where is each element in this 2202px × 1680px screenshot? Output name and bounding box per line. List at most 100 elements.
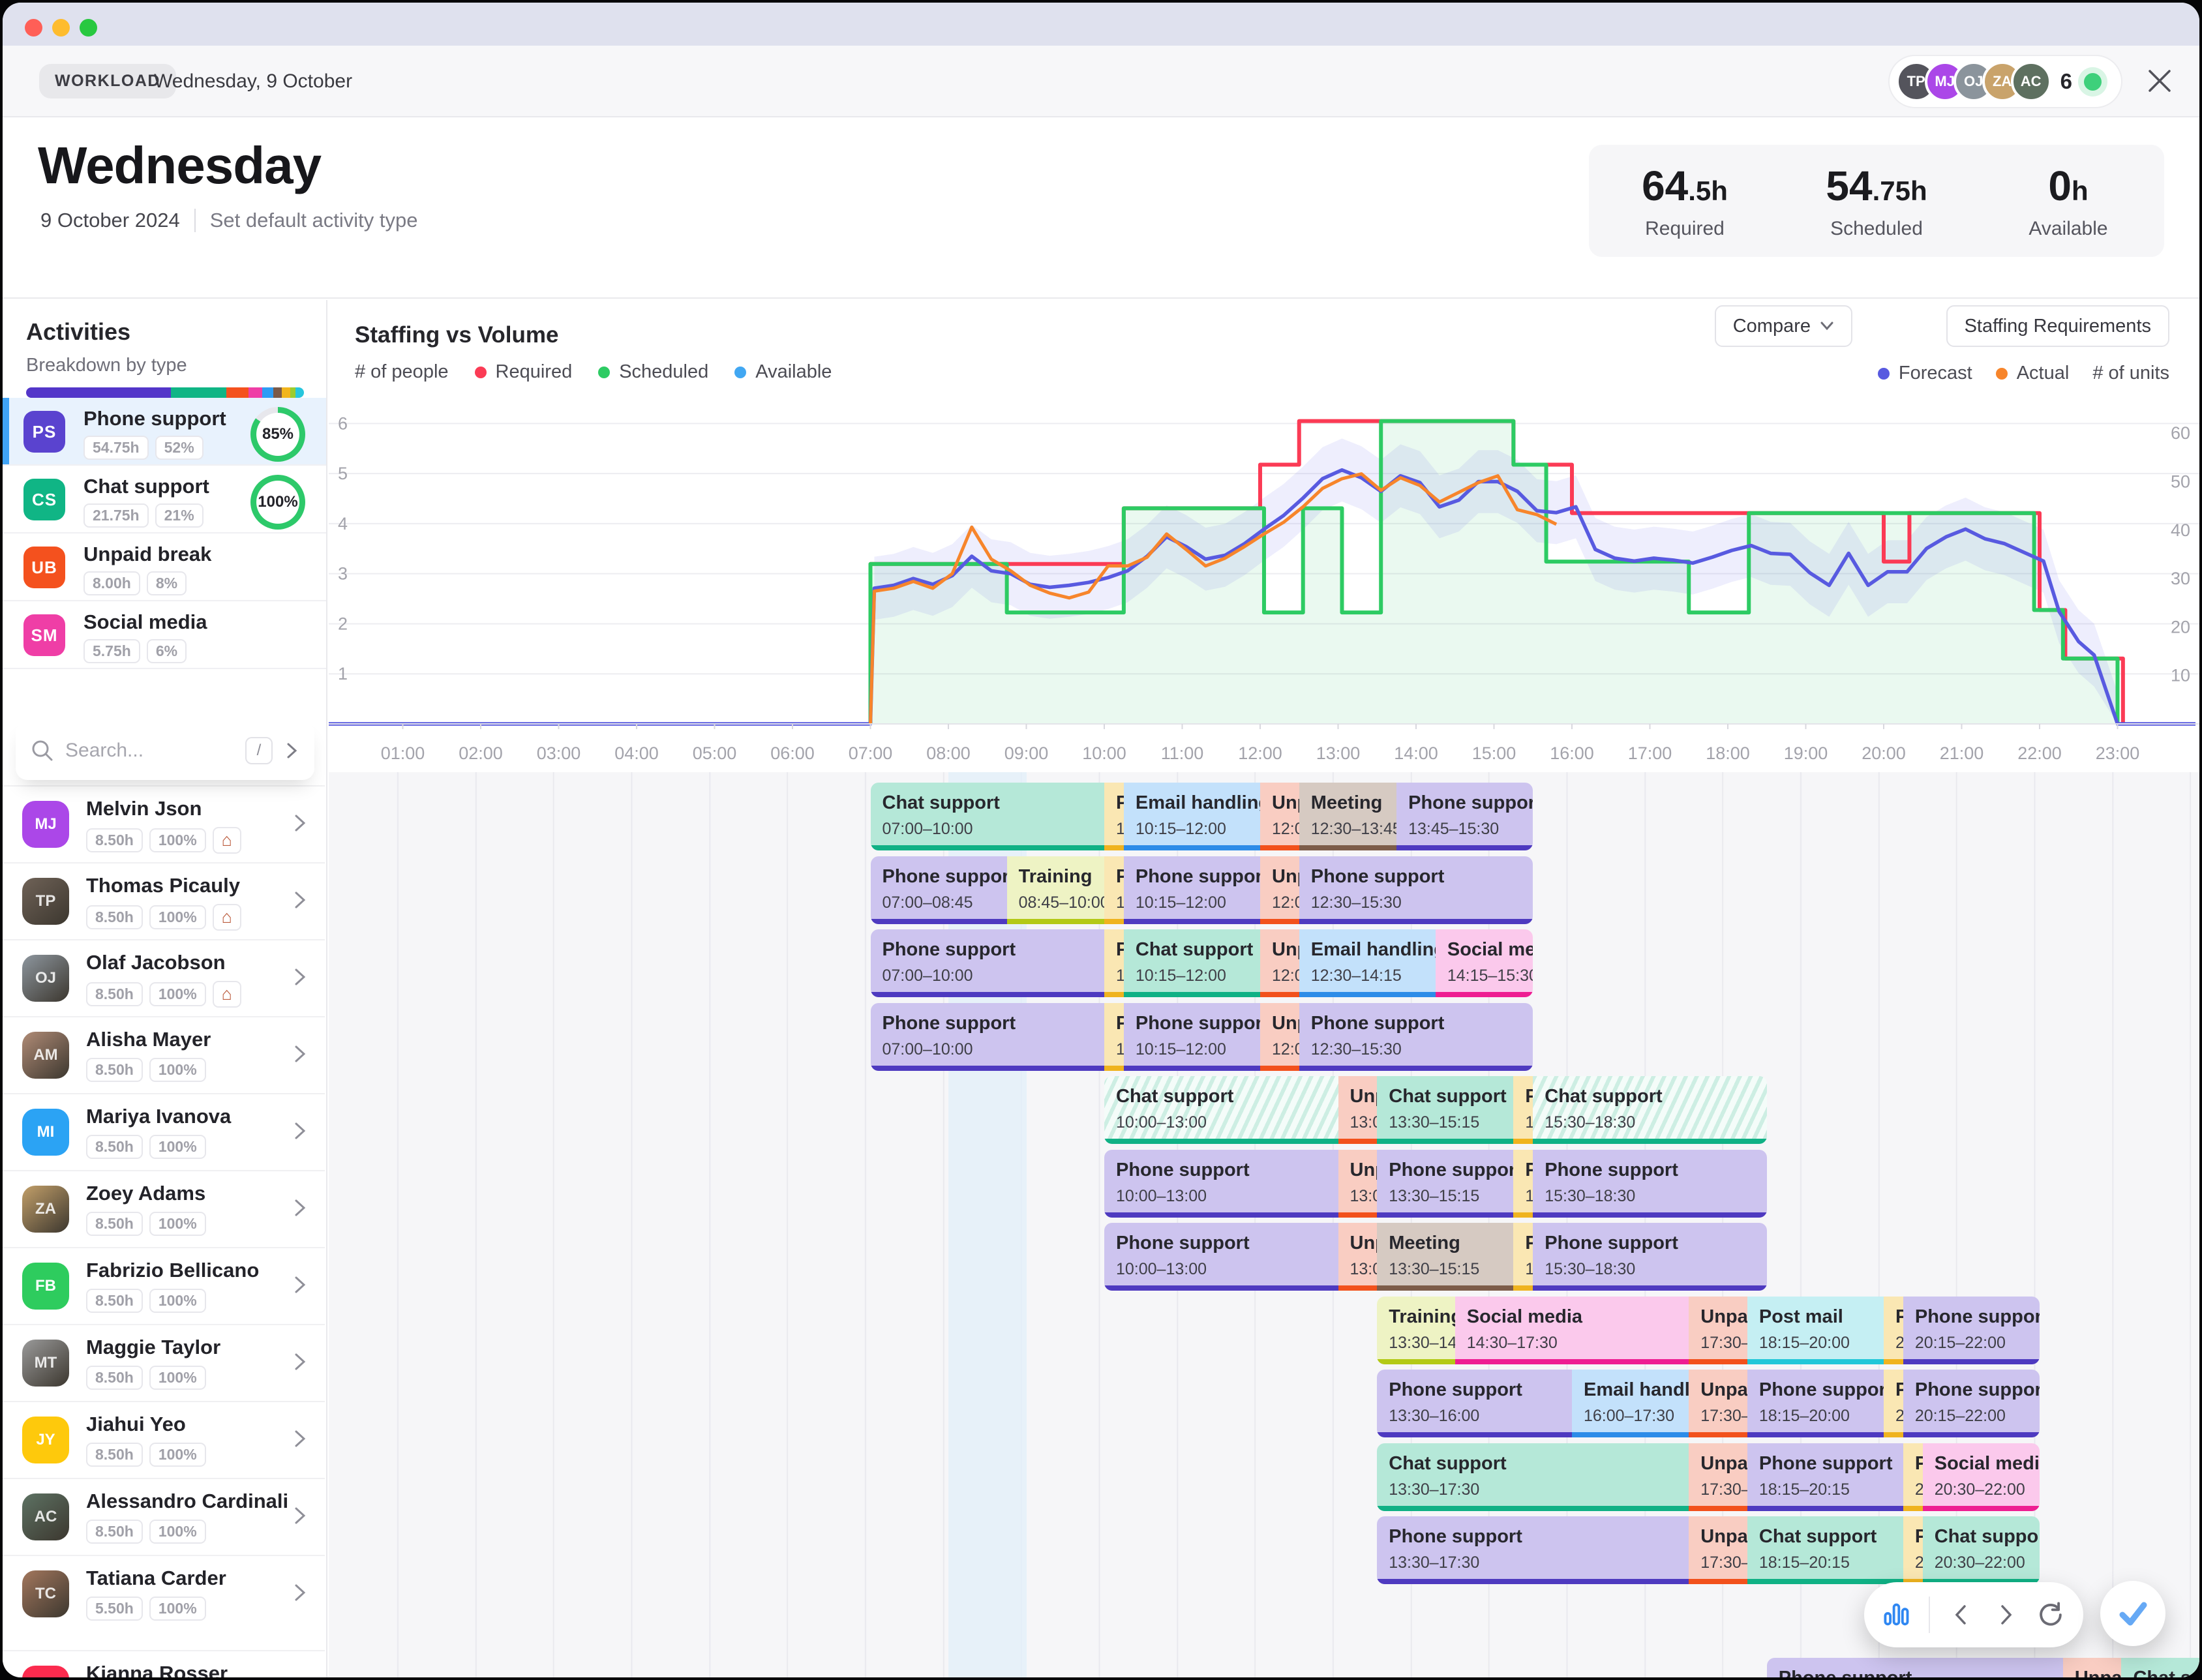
schedule-block-unpaid[interactable]: Unpaid break 17:30–18:15 [1689,1443,1747,1511]
search-input[interactable] [65,740,235,762]
schedule-block-chat[interactable]: Chat support 13:30–17:30 [1377,1443,1689,1511]
schedule-block-phone[interactable]: Phone support 07:00–10:00 [870,929,1104,997]
schedule-block-chat[interactable]: Chat support [2121,1658,2199,1677]
schedule-block-chath[interactable]: Chat support 15:30–18:30 [1533,1076,1767,1144]
schedule-block-chath[interactable]: Chat support 10:00–13:00 [1104,1076,1338,1144]
activity-item-ps[interactable]: PS Phone support 54.75h 52% 85% [3,398,326,466]
schedule-block-phone[interactable]: Phone support 10:15–12:00 [1123,856,1260,924]
person-row[interactable]: FB Fabrizio Bellicano 8.50h 100% [3,1247,325,1324]
schedule-block-post[interactable]: Post mail 10:00–10:15 [1104,856,1124,924]
schedule-block-phone[interactable]: Phone support 13:30–16:00 [1377,1370,1572,1437]
schedule-block-phone[interactable]: Phone support 15:30–18:30 [1533,1149,1767,1218]
person-expand-chevron[interactable] [292,1428,308,1452]
schedule-block-phone[interactable]: Phone support 13:30–15:15 [1377,1149,1514,1218]
schedule-block-email[interactable]: Email handling 16:00–17:30 [1572,1370,1689,1437]
schedule-block-chat[interactable]: Chat support 20:30–22:00 [1922,1516,2040,1584]
schedule-block-meet[interactable]: Meeting 13:30–15:15 [1377,1223,1514,1291]
schedule-block-postc[interactable]: Post mail 18:15–20:00 [1747,1296,1884,1364]
close-button[interactable] [2143,65,2176,98]
schedule-block-phone[interactable]: Phone support 12:30–15:30 [1299,1002,1533,1071]
schedule-block-post[interactable]: Post mail 10:00–10:15 [1104,783,1124,850]
schedule-block-phone[interactable]: Phone support 10:00–13:00 [1104,1223,1338,1291]
person-row[interactable]: JY Jiahui Yeo 8.50h 100% [3,1401,325,1478]
person-row[interactable]: MI Mariya Ivanova 8.50h 100% [3,1093,325,1170]
schedule-block-phone[interactable]: Phone support 20:15–22:00 [1903,1296,2040,1364]
schedule-block-train[interactable]: Training 13:30–14:30 [1377,1296,1455,1364]
schedule-block-post[interactable]: Post mail 20:15–20:30 [1903,1516,1923,1584]
schedule-block-post[interactable]: Post mail 15:15–15:30 [1513,1076,1533,1144]
participants-pill[interactable]: TP MJ OJ ZA AC 6 [1888,55,2122,108]
person-row[interactable]: AC Alessandro Cardinali 8.50h 100% [3,1478,325,1555]
schedule-block-unpaid[interactable]: Unpaid break 17:30–18:15 [1689,1516,1747,1584]
person-row[interactable]: OJ Olaf Jacobson 8.50h 100% ⌂ [3,939,325,1016]
traffic-light-zoom-icon[interactable] [80,19,97,37]
schedule-block-phone[interactable]: Phone support 10:15–12:00 [1123,1002,1260,1071]
person-row[interactable]: MJ Melvin Json 8.50h 100% ⌂ [3,785,325,862]
schedule-block-post[interactable]: Post mail 20:15–20:30 [1903,1443,1923,1511]
person-row[interactable]: KR Kianna Rosser [3,1650,325,1677]
schedule-block-chat[interactable]: Chat support 10:15–12:00 [1123,929,1260,997]
schedule-block-phone[interactable]: Phone support 15:30–18:30 [1533,1223,1767,1291]
schedule-block-phone[interactable]: Phone support 07:00–10:00 [870,1002,1104,1071]
schedule-block-meet[interactable]: Meeting 12:30–13:45 [1299,783,1397,850]
schedule-block-chat[interactable]: Chat support 18:15–20:15 [1747,1516,1903,1584]
traffic-light-close-icon[interactable] [25,19,42,37]
person-expand-chevron[interactable] [292,1582,308,1606]
person-row[interactable]: TP Thomas Picauly 8.50h 100% ⌂ [3,862,325,939]
person-row[interactable]: AM Alisha Mayer 8.50h 100% [3,1016,325,1093]
schedule-block-unpaid[interactable]: Unpaid break 17:30–18:15 [1689,1370,1747,1437]
schedule-block-post[interactable]: Post mail 10:00–10:15 [1104,929,1124,997]
schedule-block-post[interactable]: Post mail 20:00–20:15 [1884,1296,1903,1364]
schedule-block-unpaid[interactable]: Unpaid break 12:00–12:30 [1260,856,1299,924]
person-row[interactable]: MT Maggie Taylor 8.50h 100% [3,1324,325,1401]
activity-item-cs[interactable]: CS Chat support 21.75h 21% 100% [3,466,326,533]
schedule-block-phone[interactable]: Phone support 13:30–17:30 [1377,1516,1689,1584]
previous-day-button[interactable] [1948,1602,1974,1628]
schedule-block-unpaid[interactable]: Unpaid break 13:00–13:30 [1338,1076,1378,1144]
person-expand-chevron[interactable] [292,1505,308,1529]
schedule-block-unpaid[interactable]: Unpaid break [2062,1658,2122,1677]
schedule-block-phone[interactable]: Phone support 07:00–08:45 [870,856,1007,924]
person-row[interactable]: ZA Zoey Adams 8.50h 100% [3,1170,325,1247]
person-expand-chevron[interactable] [292,1120,308,1145]
schedule-block-unpaid[interactable]: Unpaid break 13:00–13:30 [1338,1149,1378,1218]
person-row[interactable]: TC Tatiana Carder 5.50h 100% [3,1555,325,1632]
schedule-block-phone[interactable]: Phone support 18:15–20:00 [1747,1370,1884,1437]
schedule-block-post[interactable]: Post mail 20:00–20:15 [1884,1370,1903,1437]
schedule-block-email[interactable]: Email handling 12:30–14:15 [1299,929,1436,997]
schedule-block-chat[interactable]: Chat support 13:30–15:15 [1377,1076,1514,1144]
schedule-block-unpaid[interactable]: Unpaid break 13:00–13:30 [1338,1223,1378,1291]
schedule-block-train[interactable]: Training 08:45–10:00 [1006,856,1104,924]
person-expand-chevron[interactable] [292,1274,308,1298]
activity-item-sm[interactable]: SM Social media 5.75h 6% [3,601,326,669]
schedule-block-phone[interactable]: Phone support 18:15–20:15 [1747,1443,1903,1511]
schedule-block-unpaid[interactable]: Unpaid break 12:00–12:30 [1260,783,1299,850]
person-expand-chevron[interactable] [292,813,308,837]
person-expand-chevron[interactable] [292,1197,308,1222]
schedule-block-phone[interactable]: Phone support 12:30–15:30 [1299,856,1533,924]
confirm-button[interactable] [2100,1581,2165,1646]
schedule-block-phone[interactable]: Phone support 20:15–22:00 [1903,1370,2040,1437]
schedule-block-email[interactable]: Email handling 10:15–12:00 [1123,783,1260,850]
person-expand-chevron[interactable] [292,967,308,991]
schedule-block-social[interactable]: Social media 14:30–17:30 [1455,1296,1689,1364]
schedule-block-unpaid[interactable]: Unpaid break 17:30–18:15 [1689,1296,1747,1364]
schedule-block-unpaid[interactable]: Unpaid break 12:00–12:30 [1260,1002,1299,1071]
expand-people-chevron-icon[interactable] [283,740,300,762]
activity-item-ub[interactable]: UB Unpaid break 8.00h 8% [3,533,326,601]
schedule-block-chat[interactable]: Chat support 07:00–10:00 [870,783,1104,850]
chart-view-button[interactable] [1882,1600,1911,1629]
set-default-activity-link[interactable]: Set default activity type [209,209,418,232]
schedule-block-phone[interactable]: Phone support 13:45–15:30 [1396,783,1533,850]
next-day-button[interactable] [1993,1602,2019,1628]
schedule-block-social[interactable]: Social media 14:15–15:30 [1435,929,1533,997]
staffing-requirements-button[interactable]: Staffing Requirements [1946,305,2169,347]
person-expand-chevron[interactable] [292,890,308,914]
schedule-block-phone[interactable]: Phone support [1766,1658,2063,1677]
schedule-block-post[interactable]: Post mail 10:00–10:15 [1104,1002,1124,1071]
schedule-block-social[interactable]: Social media 20:30–22:00 [1922,1443,2040,1511]
schedule-block-post[interactable]: Post mail 15:15–15:30 [1513,1223,1533,1291]
schedule-block-post[interactable]: Post mail 15:15–15:30 [1513,1149,1533,1218]
schedule-block-unpaid[interactable]: Unpaid break 12:00–12:30 [1260,929,1299,997]
person-expand-chevron[interactable] [292,1351,308,1375]
